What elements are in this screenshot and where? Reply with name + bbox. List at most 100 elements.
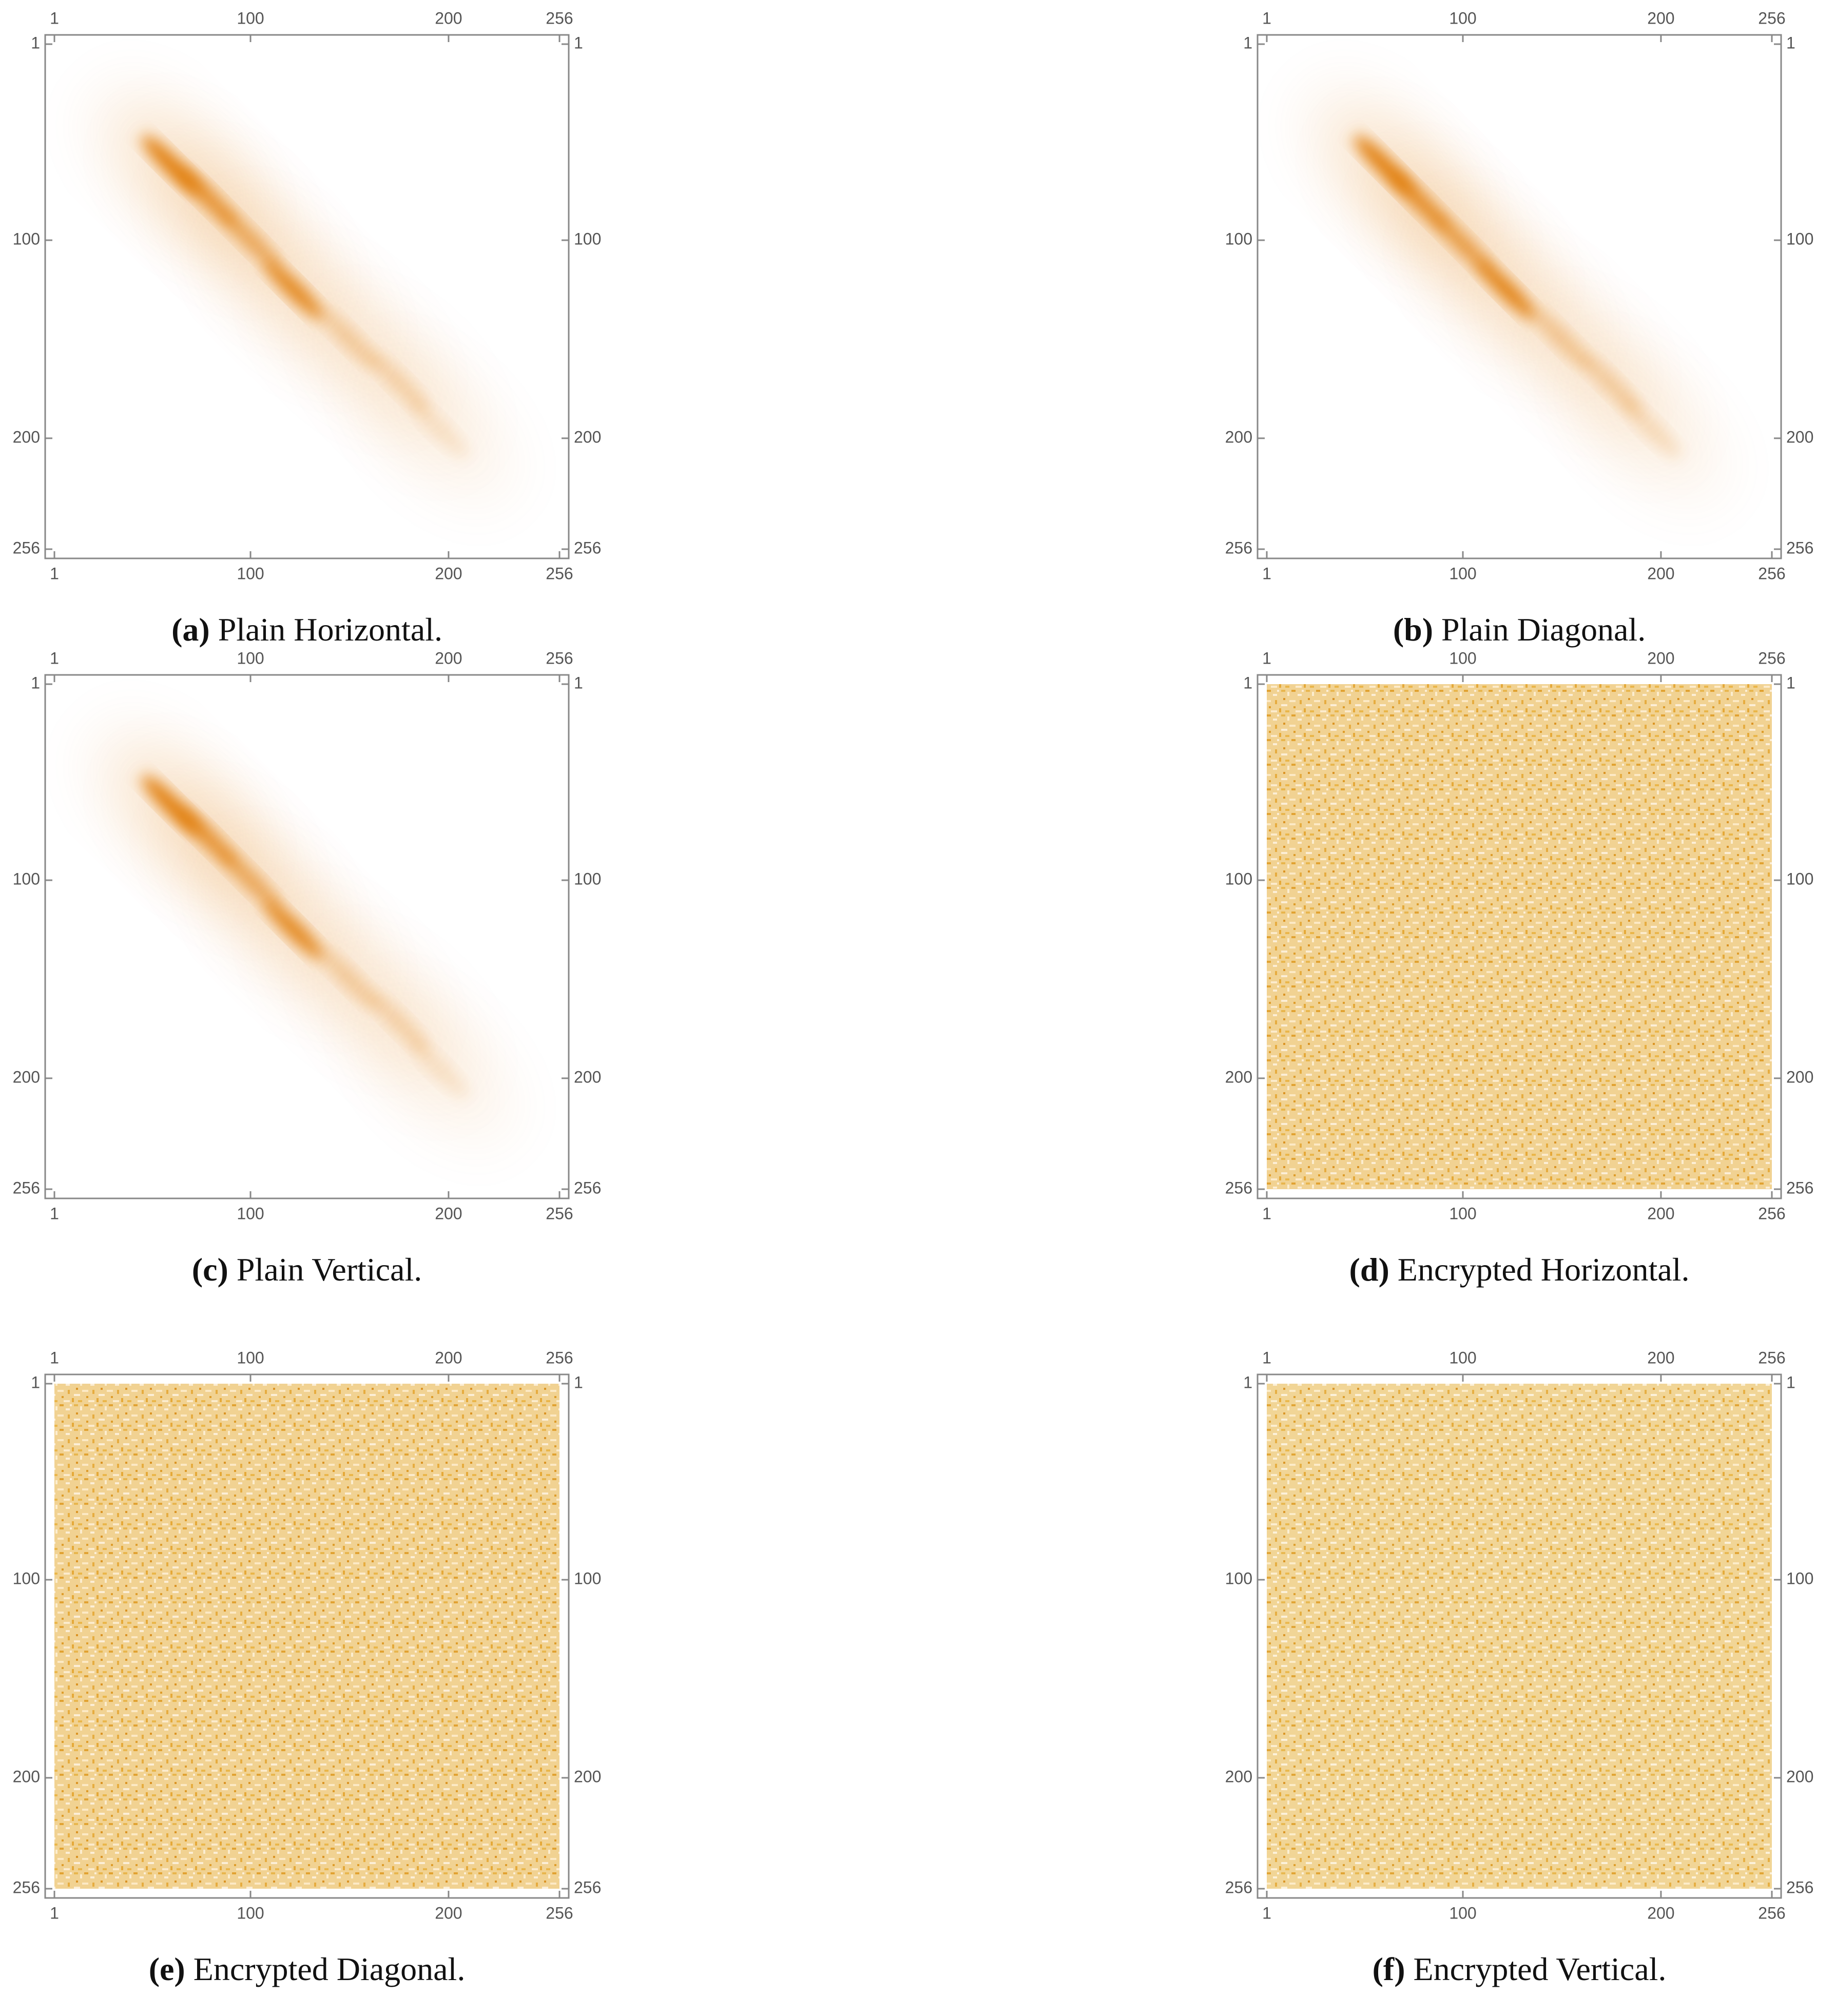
- caption-text: Plain Diagonal.: [1441, 611, 1646, 648]
- y-tick-label: 100: [574, 1569, 601, 1587]
- density-core: [1621, 398, 1681, 458]
- plot-area: [54, 1384, 559, 1889]
- y-tick-label: 100: [574, 869, 601, 888]
- density-core: [221, 210, 280, 270]
- density-core: [1433, 215, 1493, 274]
- y-tick-label: 200: [574, 428, 601, 446]
- x-tick-label: 100: [1449, 1204, 1476, 1223]
- x-tick-label: 200: [1647, 1904, 1674, 1922]
- caption: (e) Encrypted Diagonal.: [149, 1951, 466, 1987]
- density-core: [1477, 260, 1536, 320]
- frame: [44, 1373, 570, 1899]
- y-tick-label: 256: [1225, 1878, 1252, 1896]
- y-tick-label: 256: [574, 538, 601, 557]
- caption-label: (b): [1393, 611, 1433, 648]
- y-tick-label: 1: [31, 673, 40, 692]
- caption: (c) Plain Vertical.: [192, 1251, 422, 1288]
- x-tick-label: 100: [237, 1904, 264, 1922]
- caption-text: Plain Vertical.: [237, 1251, 422, 1288]
- caption: (a) Plain Horizontal.: [171, 611, 442, 648]
- y-tick-label: 1: [31, 33, 40, 52]
- x-tick-label: 1: [50, 9, 59, 27]
- y-tick-label: 256: [13, 1178, 40, 1197]
- y-tick-label: 256: [1786, 538, 1813, 557]
- x-tick-label: 200: [435, 1348, 462, 1367]
- y-tick-label: 1: [1786, 1373, 1795, 1391]
- x-tick-label: 200: [435, 649, 462, 667]
- y-tick-label: 256: [574, 1878, 601, 1896]
- x-tick-label: 256: [546, 9, 573, 27]
- x-tick-label: 200: [1647, 564, 1674, 583]
- x-tick-label: 256: [546, 649, 573, 667]
- x-tick-label: 1: [50, 1904, 59, 1922]
- y-tick-label: 200: [1225, 428, 1252, 446]
- y-tick-label: 200: [1225, 1068, 1252, 1086]
- x-tick-label: 1: [1262, 1204, 1271, 1223]
- caption-text: Encrypted Horizontal.: [1398, 1251, 1690, 1288]
- x-tick-label: 1: [50, 649, 59, 667]
- x-tick-label: 256: [546, 1904, 573, 1922]
- x-tick-label: 1: [50, 564, 59, 583]
- x-tick-label: 1: [1262, 1904, 1271, 1922]
- x-tick-label: 200: [1647, 9, 1674, 27]
- x-tick-label: 1: [1262, 9, 1271, 27]
- x-tick-label: 256: [1758, 1904, 1785, 1922]
- frame: [1257, 1373, 1782, 1899]
- y-tick-label: 100: [13, 1569, 40, 1587]
- y-tick-label: 100: [1225, 1569, 1252, 1587]
- x-tick-label: 1: [50, 1348, 59, 1367]
- y-tick-label: 100: [1786, 869, 1813, 888]
- x-tick-label: 200: [435, 564, 462, 583]
- noise-fill: [1267, 1384, 1772, 1889]
- caption: (b) Plain Diagonal.: [1393, 611, 1646, 648]
- y-tick-label: 100: [574, 229, 601, 248]
- x-tick-label: 256: [546, 1348, 573, 1367]
- y-tick-label: 200: [1786, 1767, 1813, 1786]
- x-tick-label: 100: [1449, 564, 1476, 583]
- density-core: [221, 850, 280, 910]
- caption-label: (e): [149, 1951, 185, 1987]
- y-tick-label: 1: [574, 673, 583, 692]
- x-tick-label: 1: [1262, 564, 1271, 583]
- caption-label: (d): [1349, 1251, 1389, 1288]
- x-tick-label: 100: [237, 1348, 264, 1367]
- y-tick-label: 200: [574, 1068, 601, 1086]
- x-tick-label: 256: [1758, 1348, 1785, 1367]
- tint: [54, 1384, 559, 1889]
- plot-area: [1307, 88, 1728, 505]
- y-tick-label: 200: [1225, 1767, 1252, 1786]
- density-core: [264, 900, 324, 960]
- caption-label: (a): [171, 611, 210, 648]
- x-tick-label: 256: [546, 564, 573, 583]
- y-tick-label: 256: [1225, 1178, 1252, 1197]
- x-tick-label: 100: [1449, 1348, 1476, 1367]
- noise-fill: [1267, 684, 1772, 1189]
- density-core: [320, 309, 379, 369]
- y-tick-label: 200: [1786, 428, 1813, 446]
- x-tick-label: 100: [237, 649, 264, 667]
- x-tick-label: 256: [546, 1204, 573, 1223]
- x-tick-label: 1: [1262, 649, 1271, 667]
- plot-area: [1267, 1384, 1772, 1889]
- y-tick-label: 100: [1225, 869, 1252, 888]
- caption: (d) Encrypted Horizontal.: [1349, 1251, 1690, 1288]
- x-tick-label: 200: [1647, 649, 1674, 667]
- y-tick-label: 100: [1225, 229, 1252, 248]
- frame: [1257, 674, 1782, 1199]
- density-core: [1532, 309, 1592, 369]
- y-tick-label: 100: [13, 229, 40, 248]
- y-tick-label: 1: [31, 1373, 40, 1391]
- frame: [1257, 34, 1782, 559]
- y-tick-label: 256: [1225, 538, 1252, 557]
- x-tick-label: 200: [1647, 1204, 1674, 1223]
- density-core: [369, 353, 429, 413]
- frame: [44, 674, 570, 1199]
- caption-text: Plain Horizontal.: [218, 611, 442, 648]
- x-tick-label: 100: [1449, 9, 1476, 27]
